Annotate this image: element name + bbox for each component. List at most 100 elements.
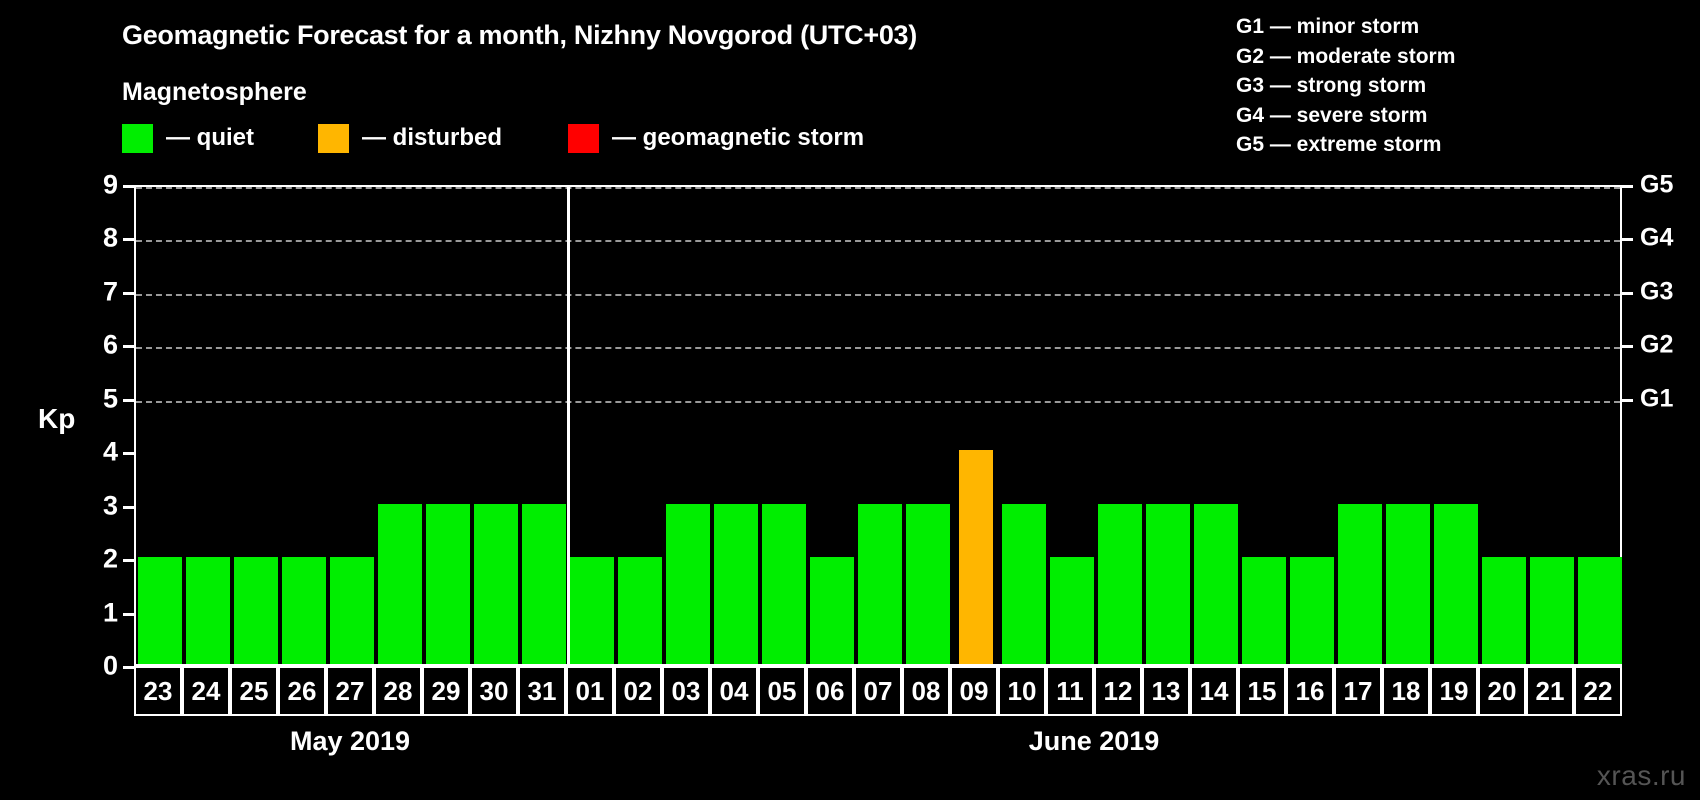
bar-day-12 [1098, 503, 1142, 664]
bar-day-31 [522, 503, 566, 664]
y-tick-label-5: 5 [102, 383, 118, 414]
day-label-04: 04 [710, 666, 758, 716]
bar-day-10 [1002, 503, 1046, 664]
legend-swatch-storm [568, 123, 599, 153]
bar-day-17 [1338, 503, 1382, 664]
day-label-10: 10 [998, 666, 1046, 716]
bar-day-15 [1242, 557, 1286, 664]
bar-day-28 [378, 503, 422, 664]
day-label-09: 09 [950, 666, 998, 716]
g-tick-mark-g1 [1622, 398, 1633, 402]
y-tick-label-6: 6 [102, 329, 118, 360]
bar-day-23 [138, 557, 182, 664]
day-label-11: 11 [1046, 666, 1094, 716]
day-label-25: 25 [230, 666, 278, 716]
day-label-22: 22 [1574, 666, 1622, 716]
y-tick-mark-8 [123, 238, 134, 242]
y-tick-mark-1 [123, 612, 134, 616]
day-label-24: 24 [182, 666, 230, 716]
y-axis-tick-marks [123, 185, 134, 669]
day-label-21: 21 [1526, 666, 1574, 716]
bar-day-25 [234, 557, 278, 664]
y-axis-tick-labels: 0 1 2 3 4 5 6 7 8 9 [78, 171, 118, 679]
y-tick-label-2: 2 [102, 543, 118, 574]
g-axis-label-g1: G1 [1640, 384, 1674, 413]
day-label-13: 13 [1142, 666, 1190, 716]
month-label-may: May 2019 [289, 726, 411, 756]
gridline-kp-8 [136, 240, 1620, 243]
gscale-row-g5: G5 — extreme storm [1236, 133, 1442, 156]
month-label-june: June 2019 [1028, 726, 1160, 756]
bar-day-19 [1434, 503, 1478, 664]
g-axis-label-g4: G4 [1640, 223, 1674, 252]
y-tick-label-9: 9 [102, 169, 118, 200]
day-label-01: 01 [566, 666, 614, 716]
page-title: Geomagnetic Forecast for a month, Nizhny… [122, 20, 917, 50]
y-tick-mark-7 [123, 291, 134, 295]
day-label-12: 12 [1094, 666, 1142, 716]
day-label-18: 18 [1382, 666, 1430, 716]
legend-label-quiet: — quiet [166, 124, 254, 151]
day-label-16: 16 [1286, 666, 1334, 716]
y-tick-mark-4 [123, 452, 134, 456]
day-label-08: 08 [902, 666, 950, 716]
y-tick-label-7: 7 [102, 276, 118, 307]
y-tick-label-3: 3 [102, 490, 118, 521]
day-label-17: 17 [1334, 666, 1382, 716]
g-axis-label-g3: G3 [1640, 277, 1674, 306]
day-label-07: 07 [854, 666, 902, 716]
month-divider [566, 187, 570, 664]
day-label-30: 30 [470, 666, 518, 716]
legend-label-storm: — geomagnetic storm [612, 124, 865, 151]
day-label-19: 19 [1430, 666, 1478, 716]
legend-entry-quiet: — quiet [122, 122, 254, 154]
legend-swatch-disturbed [318, 123, 349, 153]
bar-day-18 [1386, 503, 1430, 664]
gridline-kp-9 [136, 187, 1620, 189]
gscale-legend: G1 — minor storm G2 — moderate storm G3 — … [1236, 12, 1656, 160]
bar-day-01 [570, 557, 614, 664]
y-tick-mark-9 [123, 185, 134, 188]
bar-day-08 [906, 503, 950, 664]
day-label-06: 06 [806, 666, 854, 716]
day-label-26: 26 [278, 666, 326, 716]
watermark: xras.ru [1596, 760, 1686, 791]
day-label-27: 27 [326, 666, 374, 716]
gridline-kp-5 [136, 400, 1620, 403]
bar-day-26 [282, 557, 326, 664]
legend-entry-storm: — geomagnetic storm [568, 122, 864, 154]
bar-day-14 [1194, 503, 1238, 664]
gridline-kp-6 [136, 347, 1620, 350]
day-label-31: 31 [518, 666, 566, 716]
bar-day-02 [618, 557, 662, 664]
y-tick-mark-6 [123, 345, 134, 349]
day-label-02: 02 [614, 666, 662, 716]
gscale-row-g1: G1 — minor storm [1236, 15, 1420, 38]
bar-day-09 [959, 450, 993, 664]
day-label-row: 23 24 25 26 27 28 29 30 31 01 02 03 04 05 06 07 08 09 10 11… [134, 666, 1622, 716]
chart-plot-area [134, 185, 1622, 666]
bar-day-30 [474, 503, 518, 664]
bar-day-29 [426, 503, 470, 664]
bar-day-24 [186, 557, 230, 664]
bar-day-21 [1530, 557, 1574, 664]
y-tick-label-1: 1 [102, 597, 118, 628]
bar-day-13 [1146, 503, 1190, 664]
y-tick-label-8: 8 [102, 222, 118, 253]
bar-day-20 [1482, 557, 1526, 664]
bar-day-11 [1050, 557, 1094, 664]
day-label-23: 23 [134, 666, 182, 716]
gridline-kp-7 [136, 293, 1620, 296]
y-tick-label-0: 0 [102, 650, 118, 681]
y-axis-title: Kp [38, 403, 76, 434]
gscale-row-g4: G4 — severe storm [1236, 103, 1428, 127]
legend-label-disturbed: — disturbed [362, 124, 503, 151]
gscale-row-g2: G2 — moderate storm [1236, 44, 1456, 68]
day-label-05: 05 [758, 666, 806, 716]
y-tick-mark-2 [123, 559, 134, 563]
legend-entry-disturbed: — disturbed [318, 122, 502, 154]
chart-plot-inner [136, 187, 1622, 664]
g-axis-label-g5: G5 [1640, 170, 1674, 199]
g-axis-label-g2: G2 [1640, 330, 1674, 359]
bar-day-16 [1290, 557, 1334, 664]
